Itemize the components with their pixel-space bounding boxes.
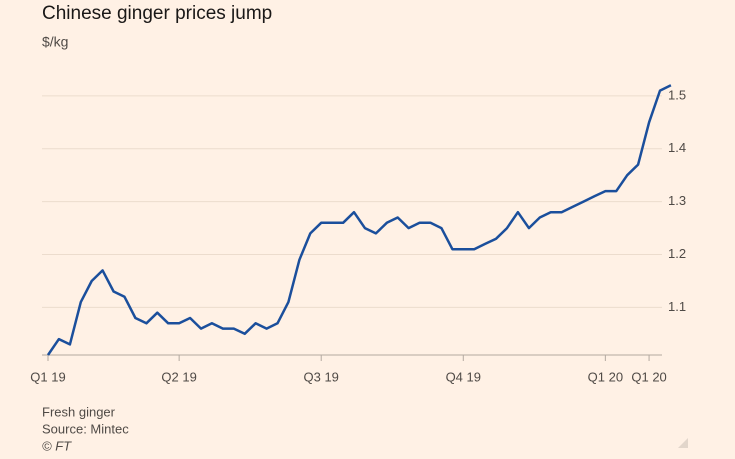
y-tick-label: 1.5 [668,87,686,102]
resize-corner [678,438,688,448]
line-series [46,84,672,356]
y-tick-label: 1.4 [668,140,686,155]
y-tick-label: 1.1 [668,299,686,314]
y-tick-label: 1.2 [668,246,686,261]
note: Fresh ginger [42,404,116,419]
x-tick-label: Q3 19 [304,369,339,384]
x-tick-label: Q1 19 [30,369,65,384]
y-tick-label: 1.3 [668,193,686,208]
x-tick-label: Q1 20 [588,369,623,384]
note: Source: Mintec [42,421,129,436]
chart-title: Chinese ginger prices jump [42,3,272,24]
x-tick-label: Q2 19 [161,369,196,384]
x-tick-label: Q4 19 [446,369,481,384]
chart-subtitle: $/kg [42,34,68,50]
note: © FT [42,438,72,453]
x-tick-label: Q1 20 [631,369,666,384]
